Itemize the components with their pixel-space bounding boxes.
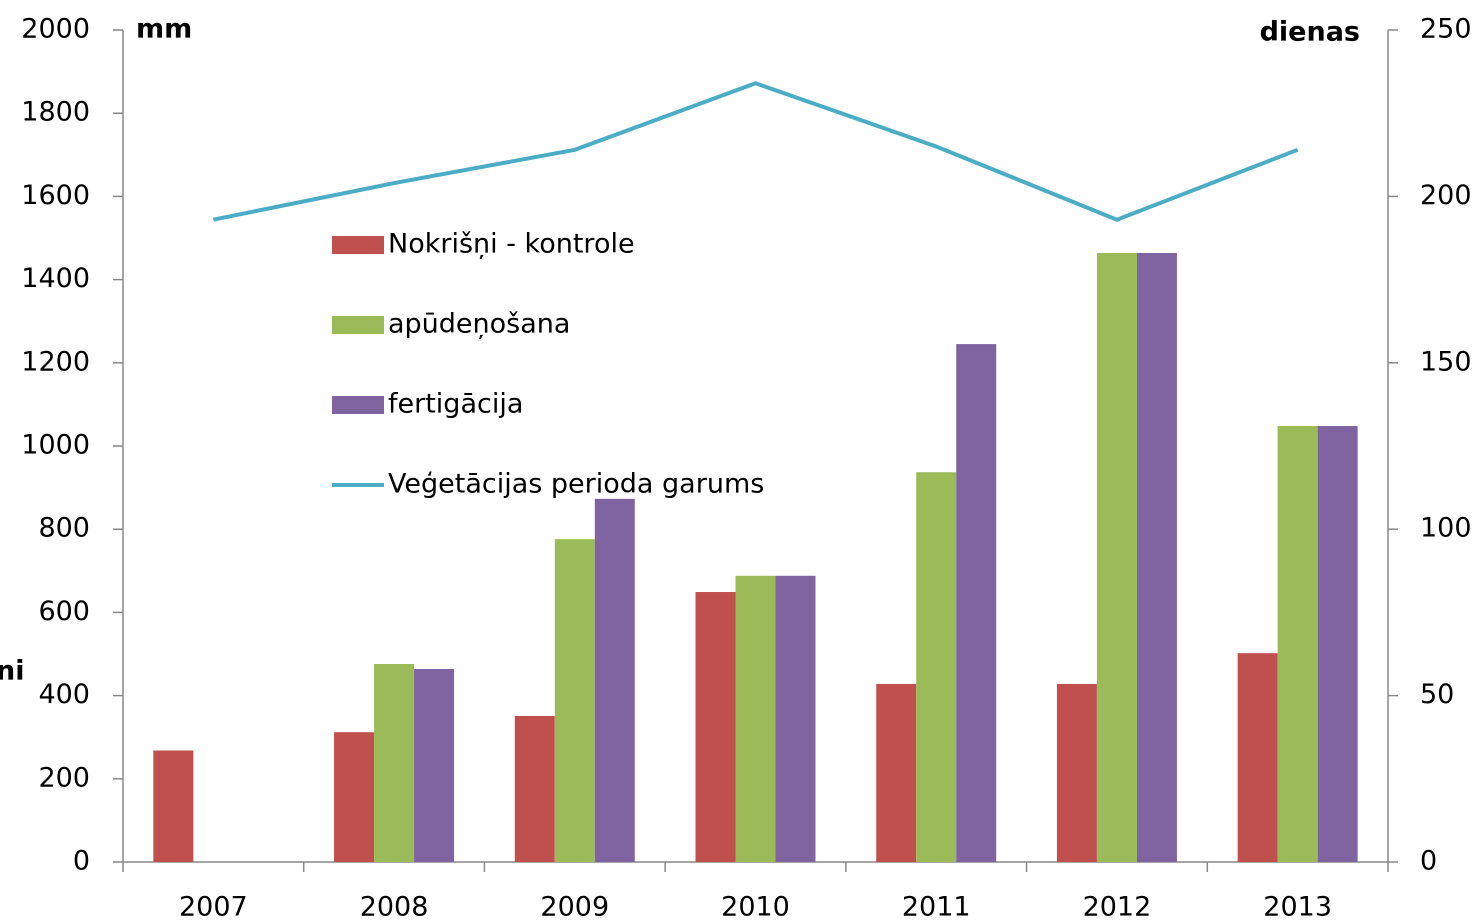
y-tick-label: 600 (38, 596, 90, 627)
bar (414, 668, 455, 862)
y2-tick-label: 250 (1420, 14, 1472, 45)
legend-label: fertigācija (388, 389, 523, 420)
legend-label: Veģetācijas perioda garums (388, 469, 764, 500)
y-tick-label: 1800 (21, 97, 90, 128)
y-tick-label: 200 (38, 762, 90, 793)
bar (153, 750, 194, 862)
y-tick-label: 400 (38, 679, 90, 710)
legend-swatch (332, 396, 384, 414)
bar (695, 592, 736, 862)
y-tick-label: 1600 (21, 180, 90, 211)
bar (1056, 683, 1097, 862)
y-tick-label: 2000 (21, 14, 90, 45)
legend-swatch (332, 316, 384, 334)
bar (1096, 252, 1137, 862)
y-tick-label: 1000 (21, 430, 90, 461)
legend-label: apūdeņošana (388, 309, 570, 340)
bar (514, 715, 555, 862)
bar (594, 498, 635, 862)
y-tick-label: 1200 (21, 346, 90, 377)
y-axis-label: mm (136, 14, 192, 45)
y-tick-label: 0 (73, 846, 90, 877)
bar (1277, 426, 1318, 862)
bar (775, 575, 816, 862)
bar (1136, 252, 1177, 862)
y-tick-label: 1400 (21, 263, 90, 294)
x-tick-label: 2011 (902, 892, 971, 923)
bar (554, 539, 595, 862)
bar (334, 732, 375, 862)
bar (374, 663, 415, 862)
y2-tick-label: 200 (1420, 180, 1472, 211)
y2-tick-label: 100 (1420, 513, 1472, 544)
x-tick-label: 2009 (540, 892, 609, 923)
x-tick-label: 2007 (179, 892, 248, 923)
y-axis-title: ni (0, 656, 24, 687)
bar (735, 575, 776, 862)
y2-tick-label: 50 (1420, 679, 1454, 710)
y-tick-label: 800 (38, 513, 90, 544)
y2-tick-label: 0 (1420, 846, 1437, 877)
bar (1317, 426, 1358, 862)
legend-label: Nokrišņi - kontrole (388, 229, 635, 260)
x-tick-label: 2010 (721, 892, 790, 923)
legend-swatch (332, 236, 384, 254)
bar (916, 472, 957, 862)
y2-tick-label: 150 (1420, 346, 1472, 377)
y2-axis-label: dienas (1260, 17, 1360, 48)
line (212, 81, 1299, 222)
bar (876, 683, 917, 862)
x-tick-label: 2008 (360, 892, 429, 923)
bar (956, 344, 997, 863)
bar (1237, 653, 1278, 862)
x-tick-label: 2013 (1263, 892, 1332, 923)
x-tick-label: 2012 (1083, 892, 1152, 923)
